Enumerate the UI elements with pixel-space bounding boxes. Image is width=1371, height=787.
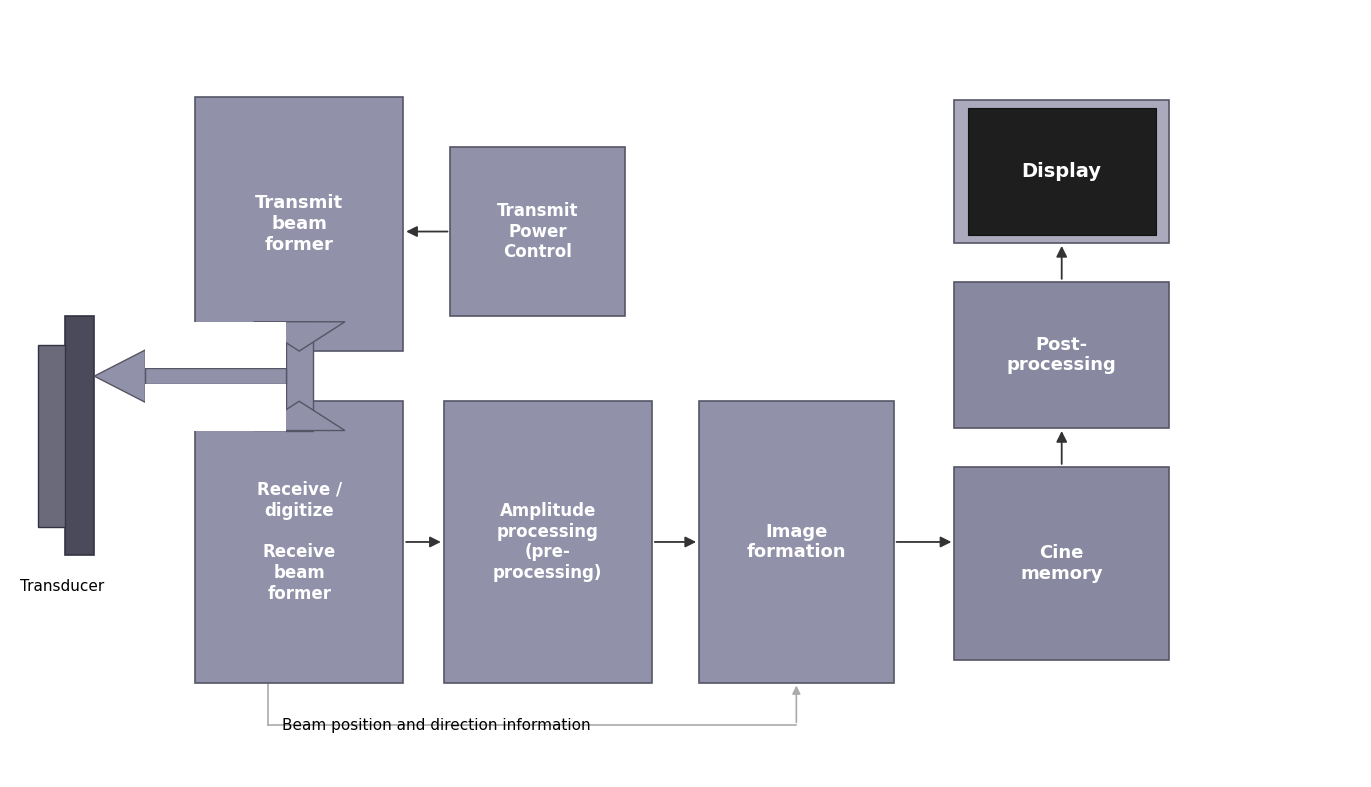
Text: Beam position and direction information: Beam position and direction information [282, 718, 591, 733]
FancyBboxPatch shape [145, 384, 285, 430]
Polygon shape [95, 350, 145, 402]
FancyBboxPatch shape [954, 282, 1169, 428]
Text: Receive /
digitize

Receive
beam
former: Receive / digitize Receive beam former [256, 481, 341, 603]
FancyBboxPatch shape [968, 108, 1156, 235]
Text: Post-
processing: Post- processing [1006, 335, 1116, 375]
Text: Image
formation: Image formation [747, 523, 846, 561]
Text: Display: Display [1021, 162, 1102, 181]
Text: Transducer: Transducer [21, 578, 104, 593]
FancyBboxPatch shape [145, 322, 285, 368]
FancyBboxPatch shape [954, 101, 1169, 243]
FancyBboxPatch shape [195, 401, 403, 682]
FancyBboxPatch shape [699, 401, 894, 682]
Text: Amplitude
processing
(pre-
processing): Amplitude processing (pre- processing) [494, 502, 602, 582]
FancyBboxPatch shape [195, 97, 403, 351]
FancyBboxPatch shape [450, 146, 625, 316]
FancyBboxPatch shape [444, 401, 653, 682]
Text: Transmit
beam
former: Transmit beam former [255, 194, 343, 253]
FancyBboxPatch shape [954, 467, 1169, 660]
Polygon shape [254, 401, 345, 430]
FancyBboxPatch shape [38, 345, 64, 527]
Text: Transmit
Power
Control: Transmit Power Control [496, 201, 579, 261]
Polygon shape [285, 322, 313, 430]
Text: Cine
memory: Cine memory [1020, 544, 1104, 582]
Polygon shape [254, 322, 345, 351]
FancyBboxPatch shape [64, 316, 95, 556]
Polygon shape [145, 368, 285, 384]
